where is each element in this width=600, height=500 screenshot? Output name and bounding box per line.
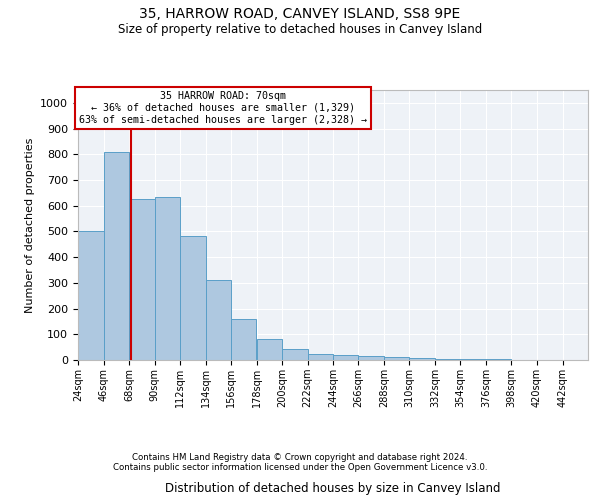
Text: 35 HARROW ROAD: 70sqm
← 36% of detached houses are smaller (1,329)
63% of semi-d: 35 HARROW ROAD: 70sqm ← 36% of detached … <box>79 92 367 124</box>
Text: 35, HARROW ROAD, CANVEY ISLAND, SS8 9PE: 35, HARROW ROAD, CANVEY ISLAND, SS8 9PE <box>139 8 461 22</box>
Bar <box>308 354 333 360</box>
Bar <box>155 196 180 360</box>
Bar <box>104 152 129 360</box>
Bar <box>409 358 435 360</box>
Bar <box>257 340 282 360</box>
Bar <box>205 280 231 360</box>
Bar <box>180 236 205 360</box>
Bar <box>282 349 308 360</box>
Text: Contains HM Land Registry data © Crown copyright and database right 2024.: Contains HM Land Registry data © Crown c… <box>132 454 468 462</box>
Bar <box>384 358 409 360</box>
Bar <box>333 356 358 360</box>
Text: Contains public sector information licensed under the Open Government Licence v3: Contains public sector information licen… <box>113 464 487 472</box>
Bar <box>435 359 461 360</box>
Text: Distribution of detached houses by size in Canvey Island: Distribution of detached houses by size … <box>165 482 501 495</box>
Bar <box>78 232 104 360</box>
Bar <box>358 356 384 360</box>
Bar <box>231 319 256 360</box>
Y-axis label: Number of detached properties: Number of detached properties <box>25 138 35 312</box>
Bar <box>129 200 155 360</box>
Text: Size of property relative to detached houses in Canvey Island: Size of property relative to detached ho… <box>118 22 482 36</box>
